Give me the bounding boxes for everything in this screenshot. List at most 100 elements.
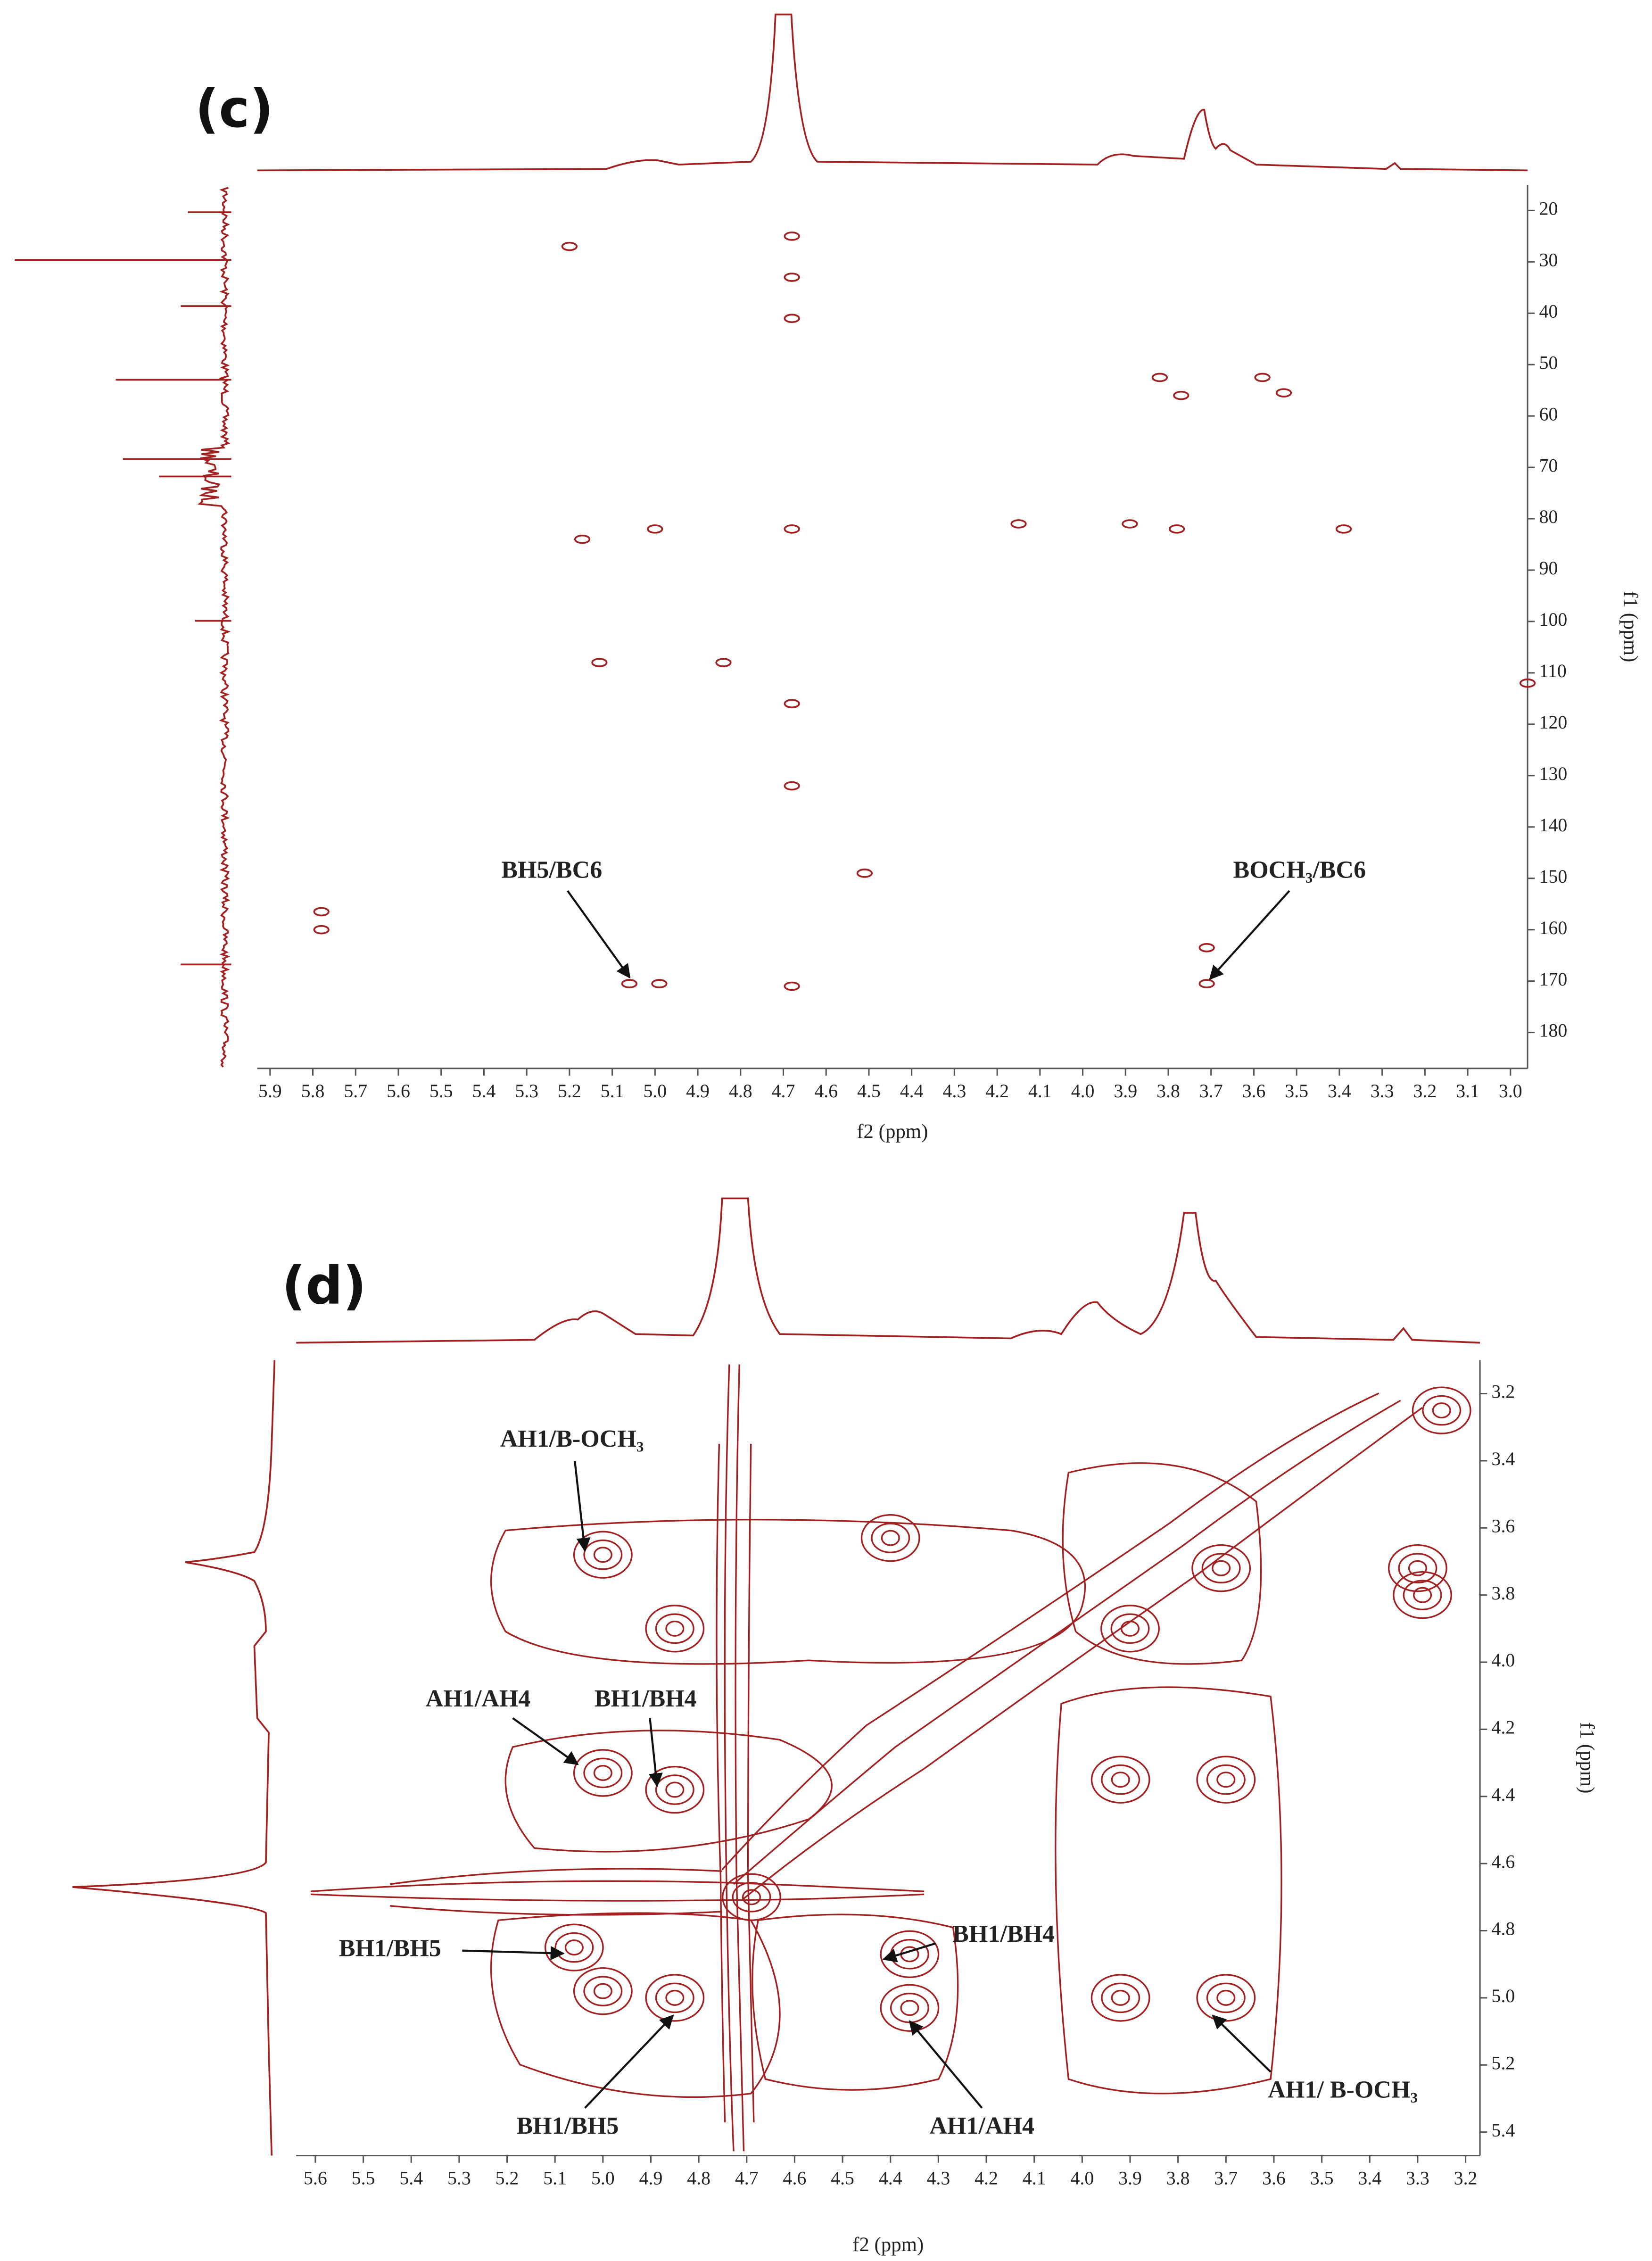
- diagonal: [743, 1407, 1423, 1899]
- x-tick-label: 4.7: [735, 2168, 759, 2189]
- contour-ring: [1101, 1982, 1140, 2013]
- annotation: BH1/BH5: [516, 2112, 619, 2139]
- contour-ring: [1191, 1544, 1251, 1592]
- contour-ring: [1111, 1989, 1130, 2006]
- cross-peak: [573, 1531, 633, 1579]
- y-tick-label: 4.6: [1492, 1851, 1515, 1872]
- cross-peak: [621, 979, 638, 988]
- x-tick-label: 4.4: [879, 2168, 902, 2189]
- x-tick-label: 4.4: [900, 1081, 924, 1102]
- cross-peak: [1196, 1974, 1256, 2022]
- y-tick-label: 3.8: [1492, 1583, 1515, 1604]
- x-tick-label: 4.6: [814, 1081, 838, 1102]
- contour-ring: [1090, 1756, 1150, 1804]
- cross-peak: [1010, 519, 1027, 529]
- y-tick-label: 50: [1539, 352, 1558, 373]
- y-tick-label: 4.4: [1492, 1784, 1515, 1805]
- x-tick-label: 4.5: [857, 1081, 881, 1102]
- contour-ring: [573, 1967, 633, 2015]
- cross-peak: [1090, 1756, 1150, 1804]
- x-tick-label: 5.5: [430, 1081, 453, 1102]
- cross-peak: [784, 273, 800, 282]
- x-tick-label: 3.1: [1456, 1081, 1479, 1102]
- y-tick-label: 20: [1539, 199, 1558, 219]
- x-tick-label: 5.1: [543, 2168, 567, 2189]
- y-tick-label: 120: [1539, 712, 1568, 733]
- contour-ring: [583, 1976, 623, 2006]
- contour-region: [752, 1913, 959, 2091]
- cross-peak: [784, 314, 800, 323]
- annotation-arrow: [512, 1717, 579, 1765]
- annotation: AH1/AH4: [929, 2112, 1034, 2139]
- contour-ring: [583, 1757, 623, 1789]
- contour-ring: [645, 1765, 705, 1814]
- cross-peak: [1335, 524, 1352, 534]
- left-projection-noise: [197, 187, 231, 1068]
- x-tick-label: 3.7: [1214, 2168, 1238, 2189]
- y-tick-label: 3.4: [1492, 1449, 1515, 1469]
- y-tick-label: 170: [1539, 969, 1568, 990]
- cross-peak: [1169, 524, 1185, 534]
- x-tick-label: 3.8: [1166, 2168, 1190, 2189]
- contour-ring: [1422, 1395, 1462, 1426]
- cross-peak: [715, 658, 732, 667]
- solvent-stripe: [735, 1364, 745, 2152]
- cross-peak: [1519, 678, 1536, 688]
- solvent-stripe: [310, 1893, 925, 1902]
- x-tick-label: 4.5: [831, 2168, 854, 2189]
- cross-peak: [1393, 1571, 1453, 1619]
- solvent-stripe: [310, 1880, 925, 1892]
- y-tick-label: 160: [1539, 918, 1568, 938]
- x-axis-title: f2 (ppm): [852, 2234, 924, 2256]
- contour-ring: [1216, 1989, 1236, 2006]
- x-tick-label: 3.5: [1285, 1081, 1308, 1102]
- solvent-stripe: [716, 1443, 726, 2123]
- x-tick-label: 3.2: [1413, 1081, 1437, 1102]
- panel-label: (d): [282, 1256, 367, 1316]
- cross-peak: [1122, 519, 1138, 529]
- x-tick-label: 5.3: [447, 2168, 471, 2189]
- cross-peak: [651, 979, 668, 988]
- contour-ring: [732, 1882, 771, 1913]
- y-tick-label: 70: [1539, 455, 1558, 476]
- contour-ring: [1216, 1772, 1236, 1788]
- diagonal: [721, 1392, 1379, 1871]
- x-tick-label: 3.6: [1262, 2168, 1286, 2189]
- cross-peak: [1388, 1544, 1447, 1592]
- contour-region: [490, 1519, 1086, 1665]
- contour-ring: [665, 1620, 685, 1637]
- cross-peak: [645, 1605, 705, 1653]
- cross-peak: [1412, 1386, 1471, 1434]
- annotation-arrow: [574, 1461, 591, 1552]
- cross-peak: [1198, 979, 1215, 988]
- solvent-stripe: [724, 1364, 735, 2152]
- contour-ring: [1413, 1587, 1432, 1603]
- x-tick-label: 4.3: [943, 1081, 966, 1102]
- contour-ring: [1212, 1560, 1231, 1576]
- x-tick-label: 5.4: [472, 1081, 496, 1102]
- y-tick-label: 4.2: [1492, 1717, 1515, 1738]
- y-tick-label: 5.4: [1492, 2120, 1515, 2141]
- top-projection: [257, 13, 1528, 172]
- x-tick-label: 4.8: [729, 1081, 752, 1102]
- contour-ring: [742, 1889, 761, 1905]
- cross-peak: [722, 1873, 781, 1921]
- cross-peak: [1275, 388, 1292, 398]
- contour-ring: [593, 1983, 612, 1999]
- contour-ring: [1206, 1764, 1246, 1795]
- x-tick-label: 5.1: [601, 1081, 624, 1102]
- contour-ring: [645, 1974, 705, 2022]
- x-tick-label: 3.0: [1499, 1081, 1522, 1102]
- cross-peak: [784, 524, 800, 534]
- cross-peak: [784, 781, 800, 791]
- contour-region: [1062, 1462, 1262, 1665]
- y-tick-label: 3.6: [1492, 1516, 1515, 1536]
- contour-ring: [573, 1531, 633, 1579]
- contour-ring: [593, 1547, 612, 1563]
- cross-peak: [574, 534, 591, 544]
- contour-ring: [564, 1939, 584, 1956]
- top-projection: [296, 1197, 1480, 1344]
